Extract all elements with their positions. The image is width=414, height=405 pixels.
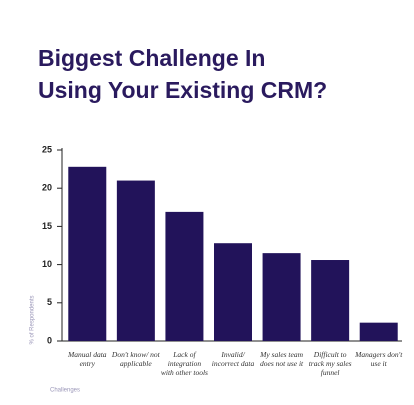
chart-title: Biggest Challenge In [38,45,265,71]
y-tick-label: 25 [42,144,52,154]
y-tick-label: 15 [42,221,52,231]
y-tick-label: 5 [47,297,52,307]
y-axis-label: % of Respondents [30,295,36,344]
bar [214,243,252,341]
x-tick-label: Invalid/ incorrect data [211,350,255,368]
bar [359,322,398,341]
x-tick-label: Lack of integration with other tools [160,350,208,377]
x-tick-label: Difficult to track my sales funnel [308,350,352,377]
x-tick-label: My sales team does not use it [260,350,304,368]
x-tick-label: Manual data entry [68,350,107,368]
x-axis-label: Challenges [50,388,80,394]
bar [311,260,350,341]
y-tick-label: 20 [42,183,52,193]
bar [116,180,155,341]
bar [262,253,301,341]
x-tick-label: Don't know/ not applicable [111,350,160,368]
chart-title: Using Your Existing CRM? [38,77,327,103]
y-tick-label: 10 [42,259,52,269]
bar [165,211,204,341]
bar [68,166,107,341]
y-tick-label: 0 [47,335,52,345]
x-tick-label: Managers don't use it [355,350,403,368]
